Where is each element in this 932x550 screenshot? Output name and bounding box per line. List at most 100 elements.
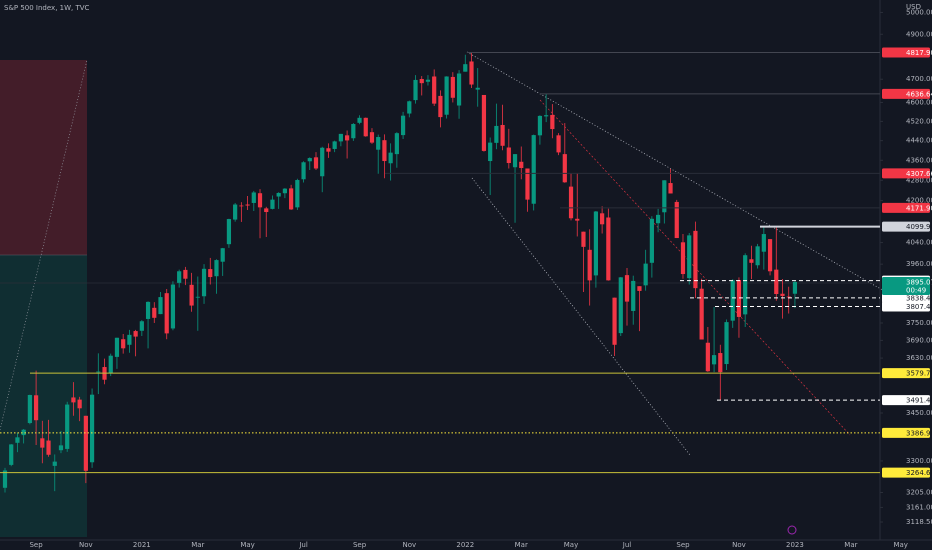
x-tick-label: Sep (29, 541, 43, 549)
candle-body (326, 148, 331, 152)
candle-body (34, 395, 39, 421)
candle-body (544, 115, 549, 117)
candle-body (21, 429, 26, 436)
loss-zone (0, 60, 87, 255)
candle-body (257, 193, 263, 208)
y-tick-label: 5000.00 (906, 8, 932, 16)
candle-body (432, 76, 437, 104)
candle-body (96, 371, 101, 373)
candle-body (450, 76, 455, 98)
candle-body (711, 355, 717, 365)
candle-body (282, 188, 287, 194)
candle-body (121, 339, 126, 349)
candle-body (320, 147, 325, 177)
candle-body (195, 296, 200, 298)
candle-body (164, 293, 169, 334)
candle-body (537, 115, 543, 136)
candle-body (637, 286, 642, 291)
candle-body (581, 231, 586, 247)
profit-zone (0, 255, 87, 537)
candle-body (40, 438, 45, 448)
candle-body (264, 208, 269, 213)
y-tick-label: 4600.00 (906, 98, 932, 106)
price-label-bg (882, 368, 930, 379)
event-icon[interactable] (787, 525, 797, 535)
candle-body (127, 334, 132, 345)
candle-body (724, 322, 729, 365)
candle-body (494, 125, 499, 143)
price-label: 4817.90 (906, 49, 932, 57)
candle-body (606, 217, 611, 281)
x-tick-label: Sep (676, 541, 690, 549)
y-tick-label: 3750.00 (906, 319, 932, 327)
candle-body (382, 140, 387, 162)
candle-body (77, 399, 82, 409)
last-price-bg (882, 277, 930, 296)
chart-title: S&P 500 Index, 1W, TVC (4, 4, 90, 12)
countdown-label: 00:49 (906, 287, 926, 295)
candle-body (500, 124, 505, 146)
price-label: 4307.66 (906, 170, 932, 178)
y-tick-label: 3118.50 (906, 518, 932, 526)
candle-body (786, 296, 791, 298)
candle-body (388, 152, 393, 164)
candle-body (730, 280, 735, 321)
candle-body (307, 158, 312, 162)
candle-body (226, 219, 232, 245)
price-label: 4636.64 (906, 90, 932, 98)
candle-body (114, 337, 120, 357)
candle-body (152, 307, 157, 318)
candle-body (587, 249, 592, 281)
candle-body (687, 235, 692, 279)
candle-body (170, 284, 176, 329)
candle-body (668, 183, 673, 194)
candle-body (593, 211, 598, 276)
candle-body (400, 115, 406, 136)
price-label: 3838.45 (906, 294, 932, 302)
candle-body (438, 95, 443, 118)
price-label-bg (882, 168, 930, 179)
y-tick-label: 3450.00 (906, 409, 932, 417)
x-tick-label: May (893, 541, 907, 549)
price-label: 3491.40 (906, 397, 932, 405)
candle-body (52, 461, 57, 466)
candle-body (512, 154, 518, 168)
price-label-bg (882, 301, 930, 312)
x-tick-label: 2023 (786, 541, 804, 549)
candle-body (15, 437, 20, 443)
candle-body (693, 230, 698, 289)
candle-body (444, 76, 449, 115)
y-tick-label: 4360.00 (906, 156, 932, 164)
candle-body (662, 180, 667, 213)
price-label: 3579.76 (906, 370, 932, 378)
currency: USD (906, 3, 921, 11)
candle-body (649, 218, 654, 263)
candle-body (214, 260, 219, 277)
y-tick-label: 3690.00 (906, 336, 932, 344)
candle-body (357, 117, 362, 123)
x-tick-label: Mar (844, 541, 857, 549)
candle-body (407, 101, 412, 114)
candle-body (755, 246, 760, 266)
price-label-bg (882, 47, 930, 58)
x-tick-label: Jul (622, 541, 632, 549)
x-tick-label: 2021 (133, 541, 151, 549)
candle-body (624, 275, 630, 302)
candle-body (289, 188, 294, 210)
candle-body (351, 124, 356, 139)
candle-body (239, 205, 244, 207)
x-tick-label: May (240, 541, 254, 549)
price-label: 3386.95 (906, 429, 932, 437)
candle-body (27, 394, 32, 424)
x-tick-label: 2022 (456, 541, 474, 549)
candle-body (313, 157, 319, 169)
candle-body (656, 214, 661, 224)
price-label-bg (882, 88, 930, 99)
x-tick-label: May (564, 541, 578, 549)
candle-body (556, 135, 561, 153)
candle-body (183, 269, 188, 279)
price-label: 3807.47 (906, 303, 932, 311)
candle-body (425, 79, 431, 82)
candle-body (251, 192, 256, 203)
